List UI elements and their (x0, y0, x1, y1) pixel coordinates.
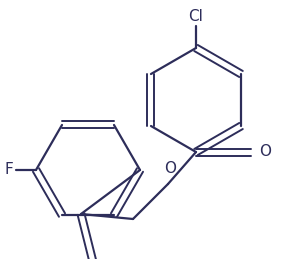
Text: Cl: Cl (189, 9, 204, 24)
Text: O: O (164, 161, 176, 176)
Text: O: O (259, 145, 271, 160)
Text: F: F (4, 162, 13, 177)
